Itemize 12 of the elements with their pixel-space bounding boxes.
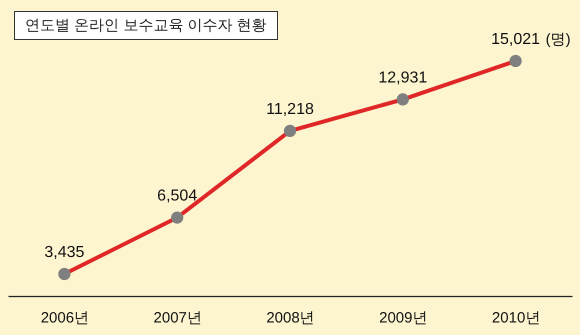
- x-tick-label: 2007년: [154, 310, 202, 326]
- data-label: 6,504: [157, 188, 198, 205]
- data-label: 12,931: [378, 69, 428, 86]
- chart-title: 연도별 온라인 보수교육 이수자 현황: [14, 11, 278, 40]
- x-tick-label: 2006년: [40, 310, 90, 326]
- data-label: 11,218: [266, 100, 314, 118]
- x-tick-label: 2009년: [379, 310, 428, 326]
- data-label: 15,021: [491, 31, 540, 48]
- text: (명): [546, 31, 571, 48]
- x-tick-label: 2008년: [266, 310, 315, 326]
- x-tick-label: 2010년: [492, 310, 540, 326]
- data-label: 3,435: [44, 244, 85, 261]
